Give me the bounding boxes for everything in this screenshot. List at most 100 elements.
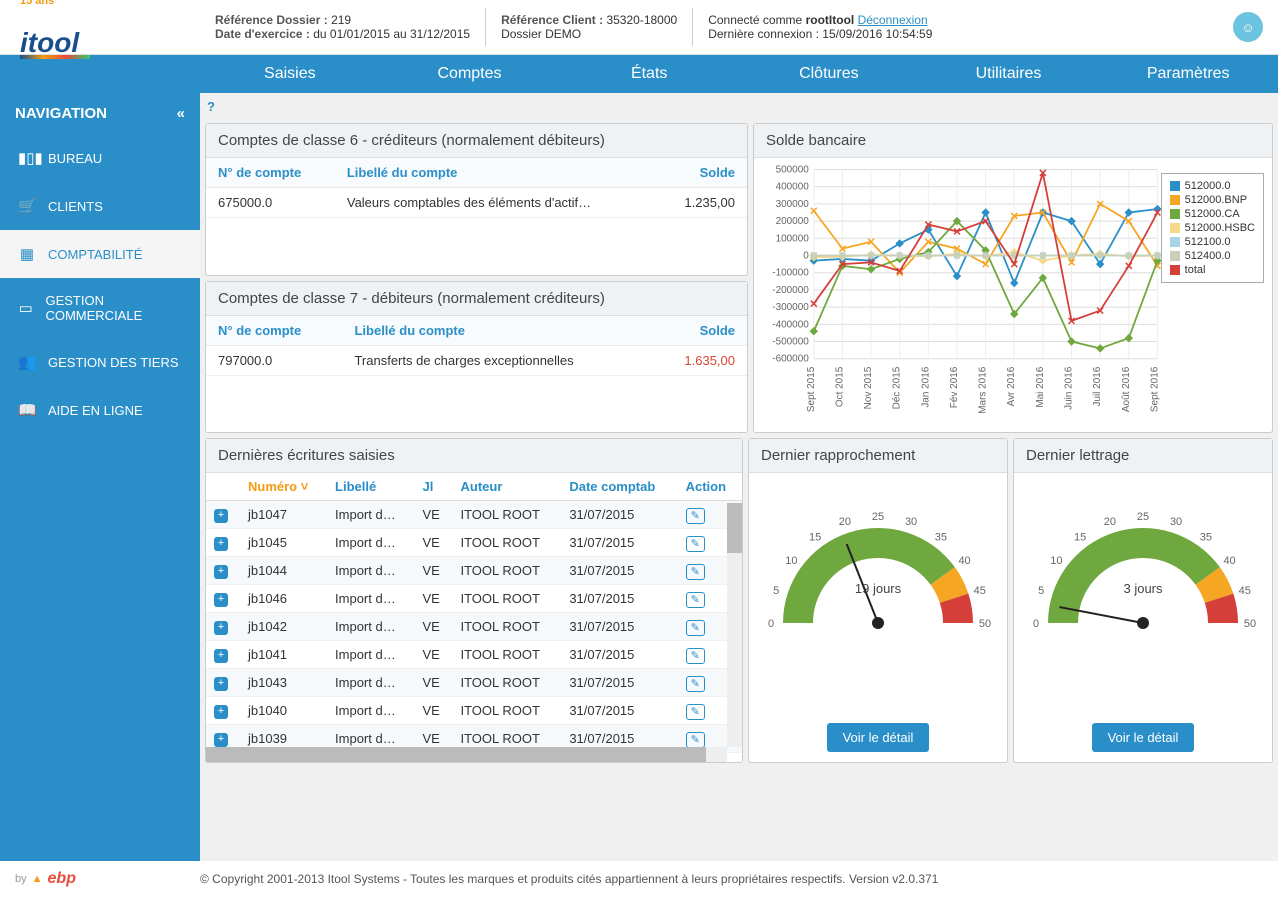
col-header[interactable]: Auteur bbox=[452, 473, 561, 501]
svg-text:200000: 200000 bbox=[776, 216, 810, 227]
svg-text:30: 30 bbox=[1170, 516, 1182, 528]
footer: by ▲ebp © Copyright 2001-2013 Itool Syst… bbox=[0, 861, 1278, 897]
col-header[interactable]: Date comptab bbox=[561, 473, 677, 501]
table-row[interactable]: 675000.0Valeurs comptables des éléments … bbox=[206, 188, 747, 218]
menu-clôtures[interactable]: Clôtures bbox=[739, 55, 919, 93]
svg-text:10: 10 bbox=[1050, 555, 1062, 567]
edit-icon[interactable]: ✎ bbox=[686, 536, 705, 552]
panel-title: Dernier lettrage bbox=[1014, 439, 1272, 473]
topbar: 15 ans itool Référence Dossier : 219 Dat… bbox=[0, 0, 1278, 55]
table-row[interactable]: +jb1041Import d…VEITOOL ROOT31/07/2015✎ bbox=[206, 641, 742, 669]
svg-text:50: 50 bbox=[1244, 618, 1256, 630]
col-header[interactable]: Action bbox=[678, 473, 742, 501]
svg-text:30: 30 bbox=[905, 516, 917, 528]
expand-icon[interactable]: + bbox=[214, 593, 228, 607]
help-icon[interactable]: ? bbox=[205, 95, 1273, 118]
svg-text:20: 20 bbox=[839, 516, 851, 528]
expand-icon[interactable]: + bbox=[214, 537, 228, 551]
svg-text:40: 40 bbox=[1223, 555, 1235, 567]
col-header[interactable]: Numéro ˅ bbox=[240, 473, 327, 501]
accounts6-panel: Comptes de classe 6 - créditeurs (normal… bbox=[205, 123, 748, 276]
svg-text:-200000: -200000 bbox=[772, 285, 809, 296]
table-row[interactable]: +jb1046Import d…VEITOOL ROOT31/07/2015✎ bbox=[206, 585, 742, 613]
detail-button[interactable]: Voir le détail bbox=[827, 723, 930, 752]
svg-text:Mars 2016: Mars 2016 bbox=[978, 366, 989, 413]
svg-text:35: 35 bbox=[935, 531, 947, 543]
table-row[interactable]: +jb1047Import d…VEITOOL ROOT31/07/2015✎ bbox=[206, 501, 742, 529]
detail-button[interactable]: Voir le détail bbox=[1092, 723, 1195, 752]
dossier-name: Dossier DEMO bbox=[501, 27, 677, 41]
col-header[interactable]: Jl bbox=[414, 473, 452, 501]
col-header[interactable]: Libellé du compte bbox=[335, 158, 657, 188]
panel-title: Dernières écritures saisies bbox=[206, 439, 742, 473]
svg-text:25: 25 bbox=[872, 511, 884, 523]
table-row[interactable]: +jb1045Import d…VEITOOL ROOT31/07/2015✎ bbox=[206, 529, 742, 557]
table-row[interactable]: +jb1044Import d…VEITOOL ROOT31/07/2015✎ bbox=[206, 557, 742, 585]
col-header[interactable]: N° de compte bbox=[206, 316, 342, 346]
svg-text:Oct 2015: Oct 2015 bbox=[834, 366, 845, 407]
menu-états[interactable]: États bbox=[559, 55, 739, 93]
svg-text:15: 15 bbox=[809, 531, 821, 543]
sidebar-item-gestion-commerciale[interactable]: ▭GESTION COMMERCIALE bbox=[0, 278, 200, 338]
col-header[interactable]: Solde bbox=[652, 316, 747, 346]
sidebar-item-comptabilité[interactable]: ▦COMPTABILITÉ bbox=[0, 230, 200, 278]
svg-text:400000: 400000 bbox=[776, 182, 810, 193]
edit-icon[interactable]: ✎ bbox=[686, 676, 705, 692]
expand-icon[interactable]: + bbox=[214, 733, 228, 747]
collapse-icon[interactable]: « bbox=[177, 105, 185, 122]
col-header[interactable]: N° de compte bbox=[206, 158, 335, 188]
edit-icon[interactable]: ✎ bbox=[686, 592, 705, 608]
edit-icon[interactable]: ✎ bbox=[686, 704, 705, 720]
edit-icon[interactable]: ✎ bbox=[686, 648, 705, 664]
nav-title: NAVIGATION bbox=[15, 105, 107, 122]
expand-icon[interactable]: + bbox=[214, 705, 228, 719]
entries-panel: Dernières écritures saisies Numéro ˅Libe… bbox=[205, 438, 743, 763]
expand-icon[interactable]: + bbox=[214, 509, 228, 523]
svg-text:5: 5 bbox=[773, 585, 779, 597]
table-row[interactable]: 797000.0Transferts de charges exceptionn… bbox=[206, 345, 747, 375]
svg-text:Déc 2015: Déc 2015 bbox=[892, 366, 903, 409]
expand-icon[interactable]: + bbox=[214, 677, 228, 691]
card-icon: ▭ bbox=[18, 299, 33, 317]
scrollbar-horizontal[interactable] bbox=[206, 747, 727, 762]
edit-icon[interactable]: ✎ bbox=[686, 620, 705, 636]
col-header[interactable]: Libellé bbox=[327, 473, 414, 501]
menu-comptes[interactable]: Comptes bbox=[380, 55, 560, 93]
edit-icon[interactable]: ✎ bbox=[686, 564, 705, 580]
svg-text:Jan 2016: Jan 2016 bbox=[920, 366, 931, 407]
col-header[interactable]: Libellé du compte bbox=[342, 316, 652, 346]
svg-text:0: 0 bbox=[803, 250, 809, 261]
scrollbar-vertical[interactable] bbox=[727, 503, 742, 747]
sidebar-item-bureau[interactable]: ▮▯▮BUREAU bbox=[0, 134, 200, 182]
menu-utilitaires[interactable]: Utilitaires bbox=[919, 55, 1099, 93]
sidebar-item-aide-en-ligne[interactable]: 📖AIDE EN LIGNE bbox=[0, 386, 200, 434]
table-row[interactable]: +jb1040Import d…VEITOOL ROOT31/07/2015✎ bbox=[206, 697, 742, 725]
svg-text:45: 45 bbox=[1239, 585, 1251, 597]
sidebar: NAVIGATION « ▮▯▮BUREAU🛒CLIENTS▦COMPTABILI… bbox=[0, 93, 200, 861]
svg-text:20: 20 bbox=[1104, 516, 1116, 528]
svg-text:-400000: -400000 bbox=[772, 319, 809, 330]
sidebar-item-gestion-des-tiers[interactable]: 👥GESTION DES TIERS bbox=[0, 338, 200, 386]
edit-icon[interactable]: ✎ bbox=[686, 732, 705, 748]
menu-saisies[interactable]: Saisies bbox=[200, 55, 380, 93]
sidebar-item-clients[interactable]: 🛒CLIENTS bbox=[0, 182, 200, 230]
book-icon: 📖 bbox=[18, 401, 36, 419]
svg-text:35: 35 bbox=[1200, 531, 1212, 543]
svg-text:500000: 500000 bbox=[776, 164, 810, 175]
col-header[interactable]: Solde bbox=[657, 158, 747, 188]
menubar: SaisiesComptesÉtatsClôturesUtilitairesPa… bbox=[0, 55, 1278, 93]
expand-icon[interactable]: + bbox=[214, 565, 228, 579]
menu-paramètres[interactable]: Paramètres bbox=[1098, 55, 1278, 93]
edit-icon[interactable]: ✎ bbox=[686, 508, 705, 524]
svg-text:Fév 2016: Fév 2016 bbox=[949, 366, 960, 408]
svg-text:-500000: -500000 bbox=[772, 337, 809, 348]
svg-text:100000: 100000 bbox=[776, 233, 810, 244]
expand-icon[interactable]: + bbox=[214, 621, 228, 635]
expand-icon[interactable]: + bbox=[214, 649, 228, 663]
table-row[interactable]: +jb1042Import d…VEITOOL ROOT31/07/2015✎ bbox=[206, 613, 742, 641]
svg-text:50: 50 bbox=[979, 618, 991, 630]
accounts7-panel: Comptes de classe 7 - débiteurs (normale… bbox=[205, 281, 748, 434]
logout-link[interactable]: Déconnexion bbox=[858, 13, 928, 27]
avatar[interactable]: ☺ bbox=[1233, 12, 1263, 42]
table-row[interactable]: +jb1043Import d…VEITOOL ROOT31/07/2015✎ bbox=[206, 669, 742, 697]
